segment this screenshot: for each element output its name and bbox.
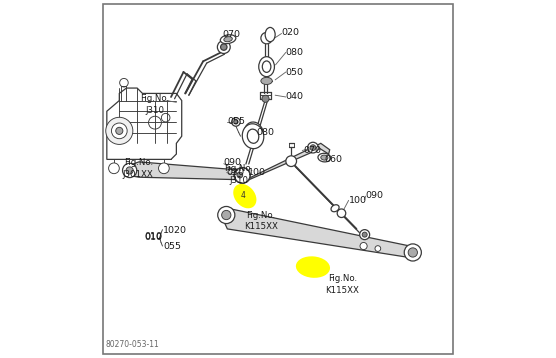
Circle shape bbox=[116, 127, 123, 134]
Circle shape bbox=[408, 248, 418, 257]
Ellipse shape bbox=[224, 37, 232, 42]
Ellipse shape bbox=[321, 155, 328, 160]
Text: Fig.No.
J310: Fig.No. J310 bbox=[224, 164, 254, 185]
Circle shape bbox=[234, 120, 238, 124]
Text: 050: 050 bbox=[286, 68, 304, 77]
Circle shape bbox=[404, 244, 421, 261]
Ellipse shape bbox=[234, 184, 256, 208]
Text: 030: 030 bbox=[227, 168, 245, 177]
Text: Fig.No.
J310: Fig.No. J310 bbox=[141, 94, 170, 115]
Text: 080: 080 bbox=[257, 128, 275, 137]
Text: 100: 100 bbox=[247, 168, 266, 177]
Text: 090: 090 bbox=[366, 191, 384, 200]
Circle shape bbox=[234, 169, 246, 181]
Text: 010: 010 bbox=[145, 233, 162, 242]
Text: 055: 055 bbox=[163, 242, 181, 251]
Circle shape bbox=[360, 229, 370, 240]
Ellipse shape bbox=[259, 57, 275, 77]
Text: Fig.No.
J301XX: Fig.No. J301XX bbox=[123, 158, 153, 179]
Text: 020: 020 bbox=[281, 28, 300, 37]
Circle shape bbox=[337, 209, 346, 218]
Polygon shape bbox=[107, 88, 182, 159]
Text: 80270-053-11: 80270-053-11 bbox=[105, 340, 159, 349]
Circle shape bbox=[221, 44, 227, 50]
Ellipse shape bbox=[247, 129, 259, 143]
Text: 080: 080 bbox=[286, 48, 304, 57]
Circle shape bbox=[237, 172, 243, 178]
Circle shape bbox=[111, 123, 127, 139]
Circle shape bbox=[261, 33, 272, 44]
Ellipse shape bbox=[296, 256, 330, 278]
Circle shape bbox=[222, 211, 231, 220]
Circle shape bbox=[262, 95, 269, 102]
Circle shape bbox=[232, 118, 240, 126]
Text: 100: 100 bbox=[349, 196, 366, 205]
Circle shape bbox=[108, 163, 120, 174]
Ellipse shape bbox=[249, 127, 259, 139]
Circle shape bbox=[310, 145, 316, 150]
Text: 4: 4 bbox=[240, 191, 245, 200]
Circle shape bbox=[375, 246, 381, 251]
Text: 070: 070 bbox=[223, 30, 241, 39]
Circle shape bbox=[126, 167, 133, 174]
Text: 090: 090 bbox=[224, 159, 242, 168]
Text: 040: 040 bbox=[286, 92, 304, 101]
Text: Fig.No.
K115XX: Fig.No. K115XX bbox=[244, 211, 278, 232]
Text: 010: 010 bbox=[145, 232, 162, 241]
Text: Fig.No.
K115XX: Fig.No. K115XX bbox=[325, 274, 359, 295]
Text: 070: 070 bbox=[303, 146, 321, 155]
Polygon shape bbox=[224, 208, 414, 258]
Ellipse shape bbox=[265, 28, 275, 42]
Text: 060: 060 bbox=[324, 155, 342, 164]
Circle shape bbox=[122, 163, 137, 178]
Circle shape bbox=[235, 168, 250, 183]
Ellipse shape bbox=[220, 35, 236, 44]
Ellipse shape bbox=[262, 61, 271, 72]
Circle shape bbox=[218, 207, 235, 224]
Circle shape bbox=[362, 232, 367, 237]
Ellipse shape bbox=[331, 205, 339, 212]
Ellipse shape bbox=[261, 77, 272, 84]
Ellipse shape bbox=[318, 153, 331, 162]
Circle shape bbox=[307, 142, 318, 153]
Circle shape bbox=[158, 163, 169, 174]
Polygon shape bbox=[241, 143, 330, 182]
Text: 1020: 1020 bbox=[163, 226, 187, 235]
Circle shape bbox=[286, 156, 296, 166]
Ellipse shape bbox=[245, 122, 263, 143]
Circle shape bbox=[217, 41, 230, 53]
Ellipse shape bbox=[242, 124, 264, 149]
Text: 055: 055 bbox=[227, 117, 245, 126]
Circle shape bbox=[106, 117, 133, 144]
Polygon shape bbox=[129, 162, 241, 180]
Circle shape bbox=[360, 242, 367, 250]
